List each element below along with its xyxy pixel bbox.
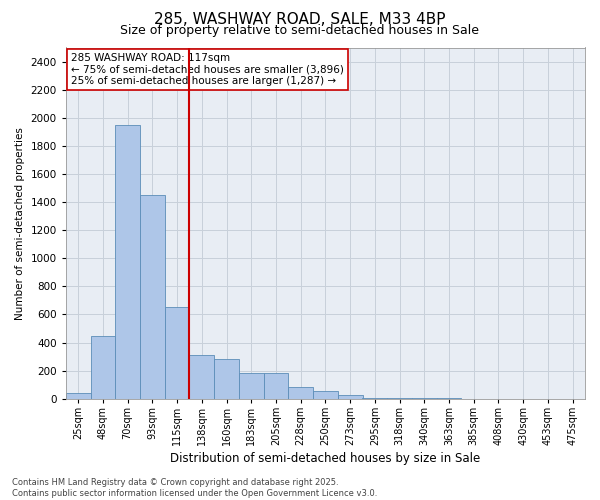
Bar: [338, 394, 362, 398]
Text: Contains HM Land Registry data © Crown copyright and database right 2025.
Contai: Contains HM Land Registry data © Crown c…: [12, 478, 377, 498]
Bar: [91, 336, 115, 398]
Bar: [263, 374, 289, 398]
Bar: [140, 195, 165, 398]
Bar: [289, 387, 313, 398]
Bar: [190, 355, 214, 399]
Bar: [239, 374, 263, 398]
Bar: [66, 393, 91, 398]
Y-axis label: Number of semi-detached properties: Number of semi-detached properties: [15, 126, 25, 320]
X-axis label: Distribution of semi-detached houses by size in Sale: Distribution of semi-detached houses by …: [170, 452, 481, 465]
Bar: [214, 360, 239, 399]
Bar: [165, 308, 190, 398]
Bar: [313, 391, 338, 398]
Bar: [115, 125, 140, 398]
Text: Size of property relative to semi-detached houses in Sale: Size of property relative to semi-detach…: [121, 24, 479, 37]
Text: 285, WASHWAY ROAD, SALE, M33 4BP: 285, WASHWAY ROAD, SALE, M33 4BP: [154, 12, 446, 28]
Text: 285 WASHWAY ROAD: 117sqm
← 75% of semi-detached houses are smaller (3,896)
25% o: 285 WASHWAY ROAD: 117sqm ← 75% of semi-d…: [71, 53, 344, 86]
